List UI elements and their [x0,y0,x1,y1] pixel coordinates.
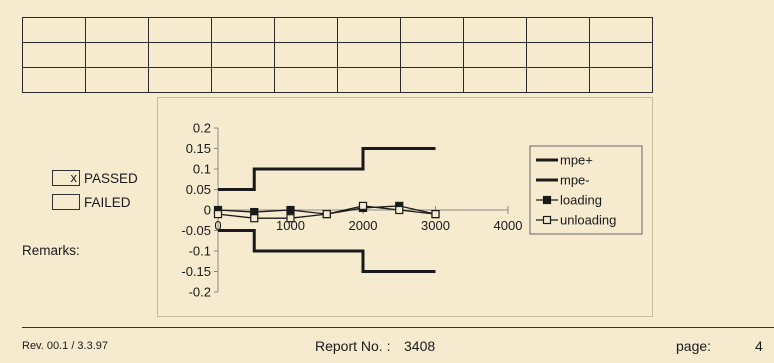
table-cell [211,17,275,43]
table-cell [211,67,275,93]
table-cell [463,42,527,68]
data-point [250,214,259,223]
footer-divider [22,327,774,328]
report-number-label: Report No. : [315,338,391,354]
error-chart: 0.20.150.10.050-0.05-0.1-0.15-0.20 1000 20… [181,121,643,300]
legend-marker [542,215,552,225]
y-tick-label: -0.05 [181,223,211,238]
table-row [22,42,653,68]
chart-panel: 0.2 0.15 0.1 0.05 0 -0.05 -0.1 -0.15 -0.2 0 1000 20… [157,97,653,317]
passed-checkbox[interactable]: x [52,170,80,186]
table-cell [22,67,86,93]
table-cell [274,67,338,93]
page-number-value: 4 [755,338,763,354]
table-cell [400,17,464,43]
table-cell [22,42,86,68]
legend-label: mpe- [560,173,590,188]
y-tick-label: 0.2 [193,121,211,136]
table-cell [526,17,590,43]
table-cell [589,42,653,68]
x-tick-label: 1000 [276,218,305,233]
y-tick-label: 0.05 [186,182,211,197]
table-cell [22,17,86,43]
legend-label: mpe+ [560,153,593,168]
table-cell [463,17,527,43]
table-cell [463,67,527,93]
table-cell [148,17,212,43]
report-number-value: 3408 [404,338,436,354]
table-cell [337,67,401,93]
remarks-label: Remarks: [22,243,80,258]
series-line-mpe [218,147,436,191]
legend-box [529,145,643,235]
table-cell [526,67,590,93]
data-point [431,209,440,219]
y-tick-label: 0 [204,203,211,218]
failed-label: FAILED [84,195,131,210]
x-tick-label: 0 [214,218,221,233]
legend-marker [542,195,552,205]
table-cell [85,42,149,68]
data-point [213,209,223,219]
table-cell [337,17,401,43]
results-table [22,17,653,93]
table-row [22,67,653,93]
series-line-mpe [218,229,436,273]
table-cell [274,42,338,68]
table-cell [400,42,464,68]
data-point [395,205,404,215]
data-point [286,205,295,215]
y-tick-label: -0.1 [189,244,211,259]
y-tick-label: -0.15 [181,264,211,279]
failed-checkbox[interactable] [52,194,80,210]
data-point [358,201,368,211]
legend-label: unloading [560,213,616,228]
passed-label: PASSED [84,171,138,186]
table-cell [148,67,212,93]
x-tick-label: 2000 [349,218,378,233]
data-point [286,214,295,223]
data-point [322,209,331,219]
page-label: page: [676,338,712,354]
table-cell [526,42,590,68]
table-cell [85,17,149,43]
y-tick-label: -0.2 [189,285,211,300]
y-tick-label: 0.15 [186,141,211,156]
table-cell [148,42,212,68]
table-cell [589,67,653,93]
table-cell [589,17,653,43]
table-cell [337,42,401,68]
y-tick-label: 0.1 [193,162,211,177]
revision-text: Rev. 00.1 / 3.3.97 [22,340,109,352]
table-cell [274,17,338,43]
x-tick-label: 3000 [421,218,450,233]
table-cell [211,42,275,68]
table-cell [400,67,464,93]
table-row [22,17,653,43]
legend-label: loading [560,193,602,208]
x-tick-label: 4000 [494,218,523,233]
table-cell [85,67,149,93]
